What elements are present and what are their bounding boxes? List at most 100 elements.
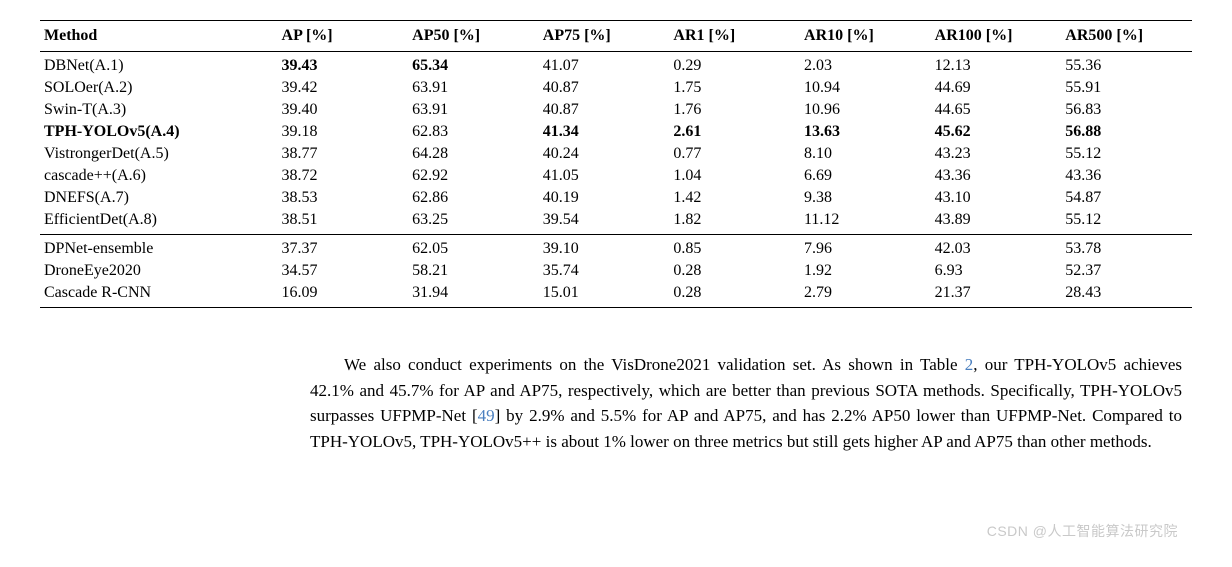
cell-value: 34.57 bbox=[278, 260, 409, 282]
cell-value: 13.63 bbox=[800, 121, 931, 143]
cell-value: 8.10 bbox=[800, 143, 931, 165]
cell-value: 39.10 bbox=[539, 235, 670, 261]
cell-value: 42.03 bbox=[931, 235, 1062, 261]
cell-value: 43.10 bbox=[931, 187, 1062, 209]
cell-method: DroneEye2020 bbox=[40, 260, 278, 282]
cell-value: 40.87 bbox=[539, 99, 670, 121]
cell-value: 6.69 bbox=[800, 165, 931, 187]
col-ap75: AP75 [%] bbox=[539, 21, 670, 52]
cell-value: 45.62 bbox=[931, 121, 1062, 143]
cell-value: 62.83 bbox=[408, 121, 539, 143]
cell-value: 0.77 bbox=[669, 143, 800, 165]
cell-value: 38.51 bbox=[278, 209, 409, 235]
cell-value: 41.05 bbox=[539, 165, 670, 187]
cell-value: 43.89 bbox=[931, 209, 1062, 235]
cell-value: 62.92 bbox=[408, 165, 539, 187]
cell-value: 1.82 bbox=[669, 209, 800, 235]
cell-method: SOLOer(A.2) bbox=[40, 77, 278, 99]
cell-value: 0.28 bbox=[669, 260, 800, 282]
results-table: Method AP [%] AP50 [%] AP75 [%] AR1 [%] … bbox=[40, 20, 1192, 308]
cell-value: 15.01 bbox=[539, 282, 670, 308]
cell-value: 44.69 bbox=[931, 77, 1062, 99]
cell-value: 12.13 bbox=[931, 52, 1062, 78]
table-ref-link[interactable]: 2 bbox=[965, 355, 974, 374]
cell-value: 38.77 bbox=[278, 143, 409, 165]
cell-method: DBNet(A.1) bbox=[40, 52, 278, 78]
cell-value: 54.87 bbox=[1061, 187, 1192, 209]
table-row: DroneEye202034.5758.2135.740.281.926.935… bbox=[40, 260, 1192, 282]
cell-method: DPNet-ensemble bbox=[40, 235, 278, 261]
cell-value: 38.53 bbox=[278, 187, 409, 209]
cell-method: Swin-T(A.3) bbox=[40, 99, 278, 121]
cell-value: 28.43 bbox=[1061, 282, 1192, 308]
cell-value: 9.38 bbox=[800, 187, 931, 209]
cell-value: 35.74 bbox=[539, 260, 670, 282]
table-row: SOLOer(A.2)39.4263.9140.871.7510.9444.69… bbox=[40, 77, 1192, 99]
cell-value: 65.34 bbox=[408, 52, 539, 78]
cell-value: 41.07 bbox=[539, 52, 670, 78]
cell-value: 43.36 bbox=[931, 165, 1062, 187]
cell-value: 40.87 bbox=[539, 77, 670, 99]
table-row: DBNet(A.1)39.4365.3441.070.292.0312.1355… bbox=[40, 52, 1192, 78]
cell-value: 1.76 bbox=[669, 99, 800, 121]
table-row: TPH-YOLOv5(A.4)39.1862.8341.342.6113.634… bbox=[40, 121, 1192, 143]
cell-value: 11.12 bbox=[800, 209, 931, 235]
cell-value: 1.42 bbox=[669, 187, 800, 209]
cell-value: 41.34 bbox=[539, 121, 670, 143]
cell-value: 62.05 bbox=[408, 235, 539, 261]
col-ar10: AR10 [%] bbox=[800, 21, 931, 52]
cell-value: 2.61 bbox=[669, 121, 800, 143]
cell-method: DNEFS(A.7) bbox=[40, 187, 278, 209]
cell-value: 31.94 bbox=[408, 282, 539, 308]
cell-value: 39.43 bbox=[278, 52, 409, 78]
col-ar500: AR500 [%] bbox=[1061, 21, 1192, 52]
cell-value: 1.75 bbox=[669, 77, 800, 99]
watermark: CSDN @人工智能算法研究院 bbox=[973, 515, 1192, 547]
paragraph: We also conduct experiments on the VisDr… bbox=[310, 352, 1182, 454]
table-row: DNEFS(A.7)38.5362.8640.191.429.3843.1054… bbox=[40, 187, 1192, 209]
cell-method: Cascade R-CNN bbox=[40, 282, 278, 308]
cell-value: 43.23 bbox=[931, 143, 1062, 165]
cell-value: 39.40 bbox=[278, 99, 409, 121]
col-ap: AP [%] bbox=[278, 21, 409, 52]
cell-value: 10.96 bbox=[800, 99, 931, 121]
cell-value: 40.19 bbox=[539, 187, 670, 209]
cell-value: 1.92 bbox=[800, 260, 931, 282]
cell-value: 39.18 bbox=[278, 121, 409, 143]
cell-value: 52.37 bbox=[1061, 260, 1192, 282]
table-row: Cascade R-CNN16.0931.9415.010.282.7921.3… bbox=[40, 282, 1192, 308]
cell-method: TPH-YOLOv5(A.4) bbox=[40, 121, 278, 143]
cell-value: 37.37 bbox=[278, 235, 409, 261]
cell-value: 6.93 bbox=[931, 260, 1062, 282]
cell-value: 10.94 bbox=[800, 77, 931, 99]
cell-value: 2.03 bbox=[800, 52, 931, 78]
table-row: Swin-T(A.3)39.4063.9140.871.7610.9644.65… bbox=[40, 99, 1192, 121]
cell-value: 64.28 bbox=[408, 143, 539, 165]
citation-link[interactable]: 49 bbox=[478, 406, 495, 425]
cell-value: 39.42 bbox=[278, 77, 409, 99]
cell-value: 0.28 bbox=[669, 282, 800, 308]
cell-value: 2.79 bbox=[800, 282, 931, 308]
table-header: Method AP [%] AP50 [%] AP75 [%] AR1 [%] … bbox=[40, 21, 1192, 52]
cell-value: 21.37 bbox=[931, 282, 1062, 308]
col-ap50: AP50 [%] bbox=[408, 21, 539, 52]
cell-value: 43.36 bbox=[1061, 165, 1192, 187]
cell-value: 63.91 bbox=[408, 77, 539, 99]
table-row: cascade++(A.6)38.7262.9241.051.046.6943.… bbox=[40, 165, 1192, 187]
para-text-1: We also conduct experiments on the VisDr… bbox=[344, 355, 965, 374]
cell-value: 58.21 bbox=[408, 260, 539, 282]
cell-value: 55.91 bbox=[1061, 77, 1192, 99]
cell-value: 44.65 bbox=[931, 99, 1062, 121]
cell-value: 56.83 bbox=[1061, 99, 1192, 121]
cell-value: 39.54 bbox=[539, 209, 670, 235]
cell-value: 0.29 bbox=[669, 52, 800, 78]
table-row: VistrongerDet(A.5)38.7764.2840.240.778.1… bbox=[40, 143, 1192, 165]
table-body: DBNet(A.1)39.4365.3441.070.292.0312.1355… bbox=[40, 52, 1192, 308]
cell-value: 55.36 bbox=[1061, 52, 1192, 78]
table-row: DPNet-ensemble37.3762.0539.100.857.9642.… bbox=[40, 235, 1192, 261]
cell-value: 16.09 bbox=[278, 282, 409, 308]
cell-value: 53.78 bbox=[1061, 235, 1192, 261]
table-row: EfficientDet(A.8)38.5163.2539.541.8211.1… bbox=[40, 209, 1192, 235]
cell-value: 0.85 bbox=[669, 235, 800, 261]
col-method: Method bbox=[40, 21, 278, 52]
